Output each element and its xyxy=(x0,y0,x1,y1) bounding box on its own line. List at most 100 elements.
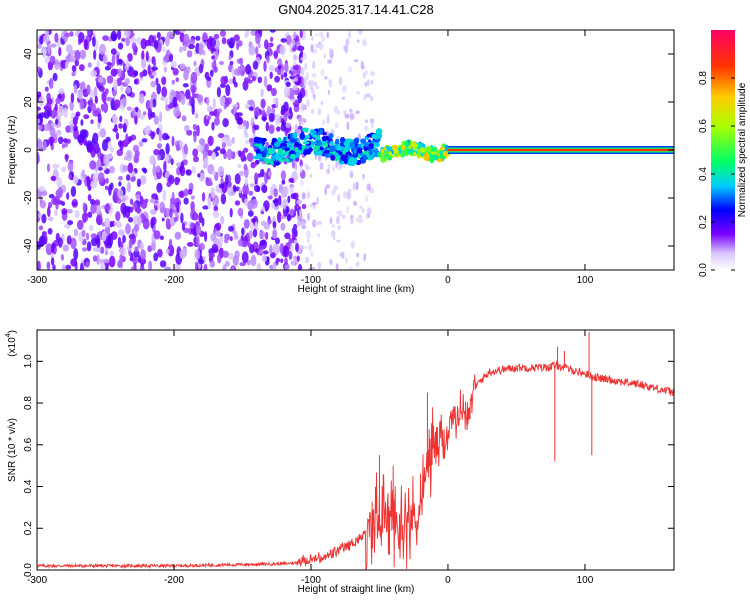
faint-blob xyxy=(307,238,310,243)
noise-blob xyxy=(93,172,100,183)
faint-blob xyxy=(345,38,350,47)
noise-blob xyxy=(272,262,277,270)
y-tick-label: -20 xyxy=(23,190,34,205)
signal-blob xyxy=(342,154,349,159)
noise-blob xyxy=(79,98,84,110)
noise-blob xyxy=(272,97,277,104)
noise-blob xyxy=(178,191,184,198)
faint-blob xyxy=(303,76,308,86)
noise-blob xyxy=(47,206,51,218)
noise-blob xyxy=(127,136,133,143)
signal-blob xyxy=(375,128,383,135)
noise-blob xyxy=(246,152,254,162)
noise-blob xyxy=(273,50,279,60)
faint-blob xyxy=(305,71,309,80)
noise-blob xyxy=(277,195,282,206)
noise-blob xyxy=(87,30,92,36)
noise-blob xyxy=(106,75,114,84)
faint-blob xyxy=(334,122,339,129)
noise-blob xyxy=(54,103,58,112)
noise-blob xyxy=(183,69,189,81)
faint-blob xyxy=(346,205,349,214)
noise-blob xyxy=(89,97,93,109)
noise-blob xyxy=(236,42,240,51)
noise-blob xyxy=(185,169,192,176)
faint-blob xyxy=(348,188,352,194)
noise-blob xyxy=(126,174,131,181)
faint-blob xyxy=(324,186,328,196)
faint-blob xyxy=(306,230,311,239)
noise-blob xyxy=(166,217,170,227)
noise-blob xyxy=(173,216,178,223)
noise-blob xyxy=(168,238,173,251)
noise-blob xyxy=(193,60,197,67)
noise-blob xyxy=(243,147,249,153)
signal-blob xyxy=(324,150,331,154)
colorbar-tick-label: 0.2 xyxy=(698,215,709,229)
colorbar: 0.0 0.2 0.4 0.6 0.8 Normalized spectral ampl… xyxy=(698,30,748,277)
noise-blob xyxy=(37,152,40,164)
noise-blob xyxy=(245,120,249,130)
noise-blob xyxy=(191,86,195,98)
noise-blob xyxy=(216,108,223,114)
noise-blob xyxy=(153,115,159,125)
signal-blob xyxy=(393,149,399,154)
noise-blob xyxy=(116,221,122,227)
noise-blob xyxy=(101,104,105,112)
noise-blob xyxy=(62,244,69,252)
noise-blob xyxy=(295,242,299,253)
noise-blob xyxy=(119,254,123,265)
x-tick-label: -200 xyxy=(164,275,184,286)
faint-blob xyxy=(311,202,317,206)
noise-blob xyxy=(71,71,76,77)
noise-blob xyxy=(74,210,80,218)
noise-blob xyxy=(279,44,286,56)
noise-blob xyxy=(112,115,118,125)
noise-blob xyxy=(281,179,286,185)
noise-blob xyxy=(140,38,147,50)
y-tick-label: 1.0 xyxy=(23,354,34,368)
snr-line-area xyxy=(37,332,674,570)
noise-blob xyxy=(61,208,68,215)
noise-blob xyxy=(257,173,262,178)
noise-blob xyxy=(80,262,84,270)
noise-blob xyxy=(282,245,290,258)
noise-blob xyxy=(283,62,289,73)
noise-blob xyxy=(277,64,282,70)
faint-blob xyxy=(362,173,365,180)
noise-blob xyxy=(217,165,225,177)
noise-blob xyxy=(93,141,100,154)
noise-blob xyxy=(37,139,43,150)
signal-blob xyxy=(362,150,369,155)
noise-blob xyxy=(119,140,124,152)
noise-blob xyxy=(58,46,62,57)
noise-blob xyxy=(198,63,204,74)
signal-blob xyxy=(353,157,358,164)
noise-blob xyxy=(252,228,258,238)
noise-blob xyxy=(211,243,219,253)
noise-blob xyxy=(165,49,171,58)
noise-blob xyxy=(272,229,277,239)
noise-blob xyxy=(193,212,199,221)
noise-blob xyxy=(151,71,157,77)
noise-blob xyxy=(162,46,166,52)
noise-blob xyxy=(237,65,241,76)
signal-blob xyxy=(338,151,343,156)
faint-blob xyxy=(315,197,320,206)
noise-blob xyxy=(206,96,210,107)
noise-blob xyxy=(131,42,137,51)
noise-blob xyxy=(37,124,43,131)
noise-blob xyxy=(207,105,214,113)
noise-blob xyxy=(289,185,294,195)
noise-blob xyxy=(245,30,250,37)
faint-blob xyxy=(365,70,368,75)
noise-blob xyxy=(185,124,190,131)
signal-blob xyxy=(308,147,313,152)
noise-blob xyxy=(81,247,88,252)
faint-blob xyxy=(335,263,339,270)
signal-blob xyxy=(274,161,280,166)
faint-blob xyxy=(352,182,356,191)
noise-blob xyxy=(80,119,84,126)
faint-blob xyxy=(293,239,298,244)
